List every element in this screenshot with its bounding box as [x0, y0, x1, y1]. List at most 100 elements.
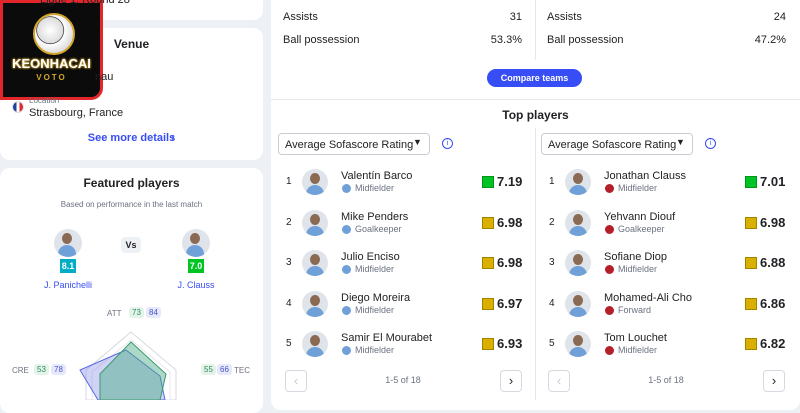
rating-box	[745, 176, 757, 188]
divider	[271, 99, 800, 100]
player-link[interactable]: J. Clauss	[177, 280, 215, 290]
rank: 2	[549, 216, 555, 228]
rating-box	[482, 257, 494, 269]
rank: 5	[549, 338, 555, 349]
prev-button[interactable]: ‹	[285, 370, 307, 392]
prev-button[interactable]: ‹	[548, 370, 570, 392]
rank: 3	[286, 257, 292, 268]
attribute-home: 55	[201, 364, 216, 375]
player-name[interactable]: Valentín Barco	[341, 170, 413, 182]
attribute-away: 78	[51, 364, 66, 375]
player-avatar	[54, 229, 82, 257]
rank: 5	[286, 338, 292, 349]
stat-label: Ball possession	[547, 34, 624, 46]
player-name[interactable]: Yehvann Diouf	[604, 210, 676, 223]
pagination-text: 1-5 of 18	[648, 375, 684, 385]
player-name[interactable]: Mohamed-Ali Cho	[604, 291, 693, 304]
team-icon	[605, 305, 614, 315]
player-name[interactable]: Diego Moreira	[341, 291, 411, 304]
info-icon: i	[705, 138, 716, 149]
next-button[interactable]: ›	[500, 370, 522, 392]
stat-label: Assists	[547, 11, 582, 23]
radar-grid	[91, 339, 171, 400]
stadium: nau	[95, 71, 114, 83]
location-label: Location	[29, 96, 60, 105]
rating-box	[745, 257, 757, 269]
rating-badge: 8.1	[60, 259, 76, 273]
player-name[interactable]: Mike Penders	[341, 210, 409, 223]
rating-badge: 7.0	[188, 259, 204, 273]
player-avatar[interactable]	[565, 209, 591, 236]
attribute-label: ATT	[107, 309, 122, 318]
next-button[interactable]: ›	[763, 370, 785, 392]
player-position: Midfielder	[355, 304, 395, 315]
vs-badge: Vs	[121, 237, 141, 253]
team-icon	[342, 265, 351, 274]
rank: 2	[286, 216, 292, 228]
player-name[interactable]: Samir El Mourabet	[341, 332, 433, 344]
stat-value: 47.2%	[754, 34, 786, 46]
team-icon	[342, 346, 351, 355]
player-position: Midfielder	[618, 345, 658, 355]
rank: 1	[549, 176, 555, 187]
player-rating: 7.19	[497, 174, 523, 189]
team-icon	[342, 224, 351, 234]
team-icon	[342, 305, 351, 315]
team-icon	[605, 265, 614, 274]
player-rating: 7.01	[760, 174, 786, 189]
logo-ball	[33, 13, 75, 55]
player-name[interactable]: Julio Enciso	[341, 251, 400, 263]
attribute-away: 66	[217, 364, 232, 375]
attribute-home: 73	[129, 307, 144, 318]
player-avatar[interactable]	[565, 250, 591, 276]
player-avatar[interactable]	[302, 250, 328, 276]
player-rating: 6.97	[497, 295, 523, 311]
player-rating: 6.82	[760, 336, 786, 351]
rating-box	[482, 176, 494, 188]
player-position: Midfielder	[355, 264, 395, 274]
team-icon	[605, 224, 614, 234]
pagination-text: 1-5 of 18	[385, 375, 421, 385]
rank: 4	[549, 297, 555, 309]
featured-title: Featured players	[83, 176, 180, 190]
player-rating: 6.93	[497, 336, 523, 351]
stat-label: Ball possession	[283, 34, 360, 46]
player-avatar[interactable]	[302, 169, 328, 195]
rating-dropdown[interactable]: Average Sofascore Rating	[541, 133, 693, 155]
watermark-logo	[0, 0, 103, 100]
attribute-label: TEC	[234, 366, 250, 375]
player-name[interactable]: Tom Louchet	[604, 332, 667, 344]
see-more-link[interactable]: See more details	[87, 132, 176, 144]
player-name[interactable]: Sofiane Diop	[604, 251, 667, 263]
player-avatar[interactable]	[565, 169, 591, 195]
info-icon: i	[442, 138, 453, 149]
divider	[535, 0, 536, 60]
team-icon	[605, 346, 614, 355]
team-icon	[342, 184, 351, 193]
top-players-title: Top players	[502, 108, 569, 122]
rank: 4	[286, 297, 292, 309]
player-position: Midfielder	[355, 183, 395, 193]
dropdown-arrow: ▼	[413, 137, 422, 147]
radar-home	[79, 349, 166, 400]
compare-button[interactable]: Compare teams	[487, 69, 582, 87]
player-position: Midfielder	[618, 264, 658, 274]
divider	[535, 128, 536, 400]
stat-value: 53.3%	[490, 34, 522, 46]
radar	[79, 331, 177, 400]
player-avatar[interactable]	[302, 331, 328, 357]
player-avatar[interactable]	[302, 209, 328, 236]
player-rating: 6.86	[760, 295, 786, 311]
player-link[interactable]: J. Panichelli	[43, 280, 93, 290]
player-rating: 6.88	[760, 255, 786, 270]
player-rating: 6.98	[760, 214, 786, 230]
rating-dropdown[interactable]: Average Sofascore Rating	[278, 133, 430, 155]
player-avatar[interactable]	[302, 290, 328, 317]
stat-label: Assists	[283, 11, 318, 23]
location: Strasbourg, France	[29, 107, 124, 119]
attribute-home: 53	[34, 364, 49, 375]
player-avatar	[182, 229, 210, 257]
player-avatar[interactable]	[565, 290, 591, 317]
player-name[interactable]: Jonathan Clauss	[604, 170, 686, 182]
player-avatar[interactable]	[565, 331, 591, 357]
